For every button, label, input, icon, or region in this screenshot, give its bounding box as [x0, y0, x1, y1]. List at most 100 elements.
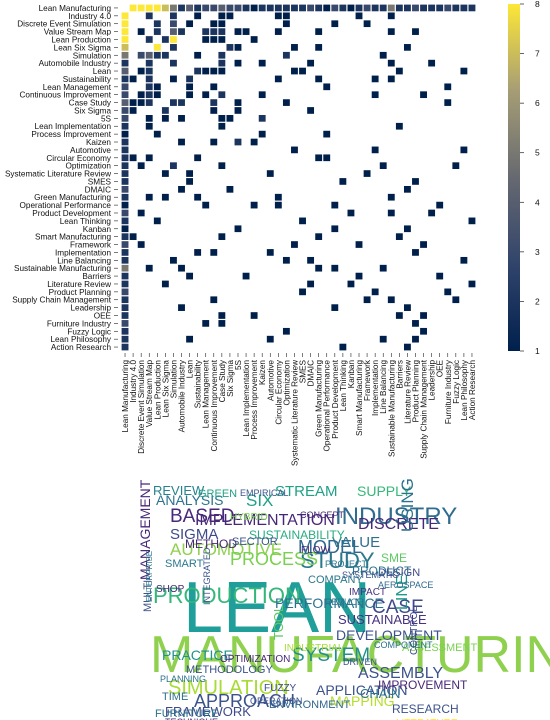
- heatmap-cell: [121, 138, 129, 146]
- heatmap-cell: [234, 99, 242, 106]
- row-label: Lean Manufacturing: [39, 4, 112, 13]
- heatmap-cell: [153, 83, 161, 91]
- heatmap-cell: [186, 178, 194, 185]
- heatmap-cell: [331, 225, 339, 233]
- heatmap-cell: [387, 75, 395, 83]
- column-label: Operational Performance: [323, 360, 332, 452]
- heatmap-cell: [403, 343, 411, 351]
- heatmap-cell: [145, 264, 153, 272]
- heatmap-cell: [210, 67, 218, 75]
- word-cloud-word: PLANNING: [160, 674, 206, 684]
- heatmap-cell: [121, 122, 129, 130]
- heatmap-cell: [412, 320, 419, 327]
- heatmap-cell: [347, 280, 355, 288]
- heatmap-cells: [121, 4, 476, 351]
- row-label: Green Manufacturing: [34, 193, 111, 202]
- heatmap-cell: [371, 288, 379, 296]
- heatmap-cell: [186, 170, 194, 177]
- word-cloud-word: CHAIN: [360, 686, 400, 701]
- heatmap-cell: [218, 12, 226, 20]
- heatmap-cell: [355, 272, 363, 280]
- heatmap-cell: [153, 28, 161, 35]
- heatmap-cell: [121, 312, 129, 319]
- column-label: OEE: [436, 359, 445, 377]
- heatmap-cell: [218, 162, 226, 170]
- column-label: Lean Management: [202, 359, 211, 428]
- row-label: Operational Performance: [20, 201, 112, 210]
- word-cloud-word: SECTOR: [232, 536, 278, 548]
- row-label: Circular Economy: [46, 154, 112, 163]
- heatmap-cell: [234, 138, 242, 146]
- column-label: Barriers: [395, 360, 404, 389]
- row-label: Automobile Industry: [39, 59, 112, 68]
- heatmap-cell: [121, 36, 129, 43]
- heatmap-cell: [347, 209, 355, 217]
- heatmap-cell: [145, 115, 153, 122]
- heatmap-cell: [153, 44, 161, 51]
- heatmap-cell: [420, 91, 427, 99]
- word-cloud-word: DESIGN: [378, 567, 420, 579]
- column-label: Line Balancing: [379, 360, 388, 414]
- heatmap-cell: [234, 59, 242, 67]
- heatmap-cell: [121, 241, 129, 248]
- column-label: Six Sigma: [226, 360, 235, 397]
- word-cloud-word: FLOW: [301, 545, 330, 556]
- word-cloud-word: PRACTICE: [162, 647, 233, 663]
- word-cloud-word: FUZZY: [264, 683, 297, 694]
- heatmap-cell: [194, 67, 202, 75]
- word-cloud-word: CONCEPT: [300, 510, 345, 520]
- word-cloud: LEANMANUFACTURING INDUSTRY PRODUCTION AUTOM…: [137, 478, 550, 720]
- heatmap-cell: [226, 185, 234, 193]
- word-cloud-word: USING: [398, 478, 417, 532]
- word-cloud-word: IMPROVEMENT: [378, 678, 468, 692]
- heatmap-cell: [218, 320, 226, 327]
- heatmap-cell: [145, 51, 153, 59]
- word-cloud-word: CASE: [372, 597, 424, 618]
- column-label: DMAIC: [307, 360, 316, 386]
- word-cloud-word: FURNITURE: [155, 708, 219, 720]
- column-label: Sustainable Manufacturing: [387, 360, 396, 457]
- heatmap-cell: [371, 91, 379, 99]
- word-cloud-word: PROCESS: [230, 549, 318, 569]
- heatmap-cell: [121, 20, 129, 28]
- heatmap-cell: [339, 178, 347, 185]
- heatmap-cell: [218, 122, 226, 130]
- heatmap-cell: [307, 256, 315, 264]
- word-cloud-word: PRODUCT: [352, 564, 412, 578]
- heatmap-cell: [363, 20, 371, 28]
- word-cloud-word: DRIVEN: [343, 657, 377, 667]
- row-label: Literature Review: [47, 280, 111, 289]
- column-label: Action Research: [468, 360, 477, 421]
- heatmap-cell: [121, 67, 129, 75]
- word-cloud-word: RESEARCH: [392, 702, 459, 716]
- heatmap-cell: [137, 91, 145, 99]
- heatmap-cell: [315, 28, 323, 35]
- heatmap-cell: [121, 12, 129, 20]
- column-label: SMES: [299, 359, 308, 383]
- word-cloud-word: LEAN: [183, 568, 371, 648]
- row-label: Lean: [93, 67, 112, 76]
- column-label: Lean Implementation: [242, 360, 251, 437]
- heatmap-cell: [145, 12, 153, 20]
- row-label: Continuous Improvement: [20, 91, 112, 100]
- row-label: Simulation: [73, 51, 112, 60]
- heatmap-cell: [258, 115, 266, 122]
- heatmap-cell: [395, 4, 403, 12]
- heatmap-cell: [121, 83, 129, 91]
- heatmap-cell: [428, 59, 436, 67]
- row-label: Product Planning: [49, 288, 112, 297]
- heatmap-cell: [137, 67, 145, 75]
- heatmap-cell: [153, 130, 161, 138]
- heatmap-cell: [121, 146, 129, 154]
- column-labels: Lean Manufacturing Industry 4.0 Discrete E…: [121, 353, 477, 466]
- heatmap-cell: [218, 28, 226, 35]
- word-cloud-word: CONTROL: [409, 606, 420, 655]
- heatmap-cell: [121, 343, 129, 351]
- column-label: Value Stream Map: [145, 360, 154, 428]
- heatmap-cell: [121, 272, 129, 280]
- row-label: Process Improvement: [31, 130, 111, 139]
- column-label: Lean Philosophy: [460, 359, 469, 420]
- heatmap-cell: [412, 335, 419, 343]
- heatmap-cell: [250, 201, 258, 209]
- word-cloud-word: APPROACH: [194, 691, 295, 711]
